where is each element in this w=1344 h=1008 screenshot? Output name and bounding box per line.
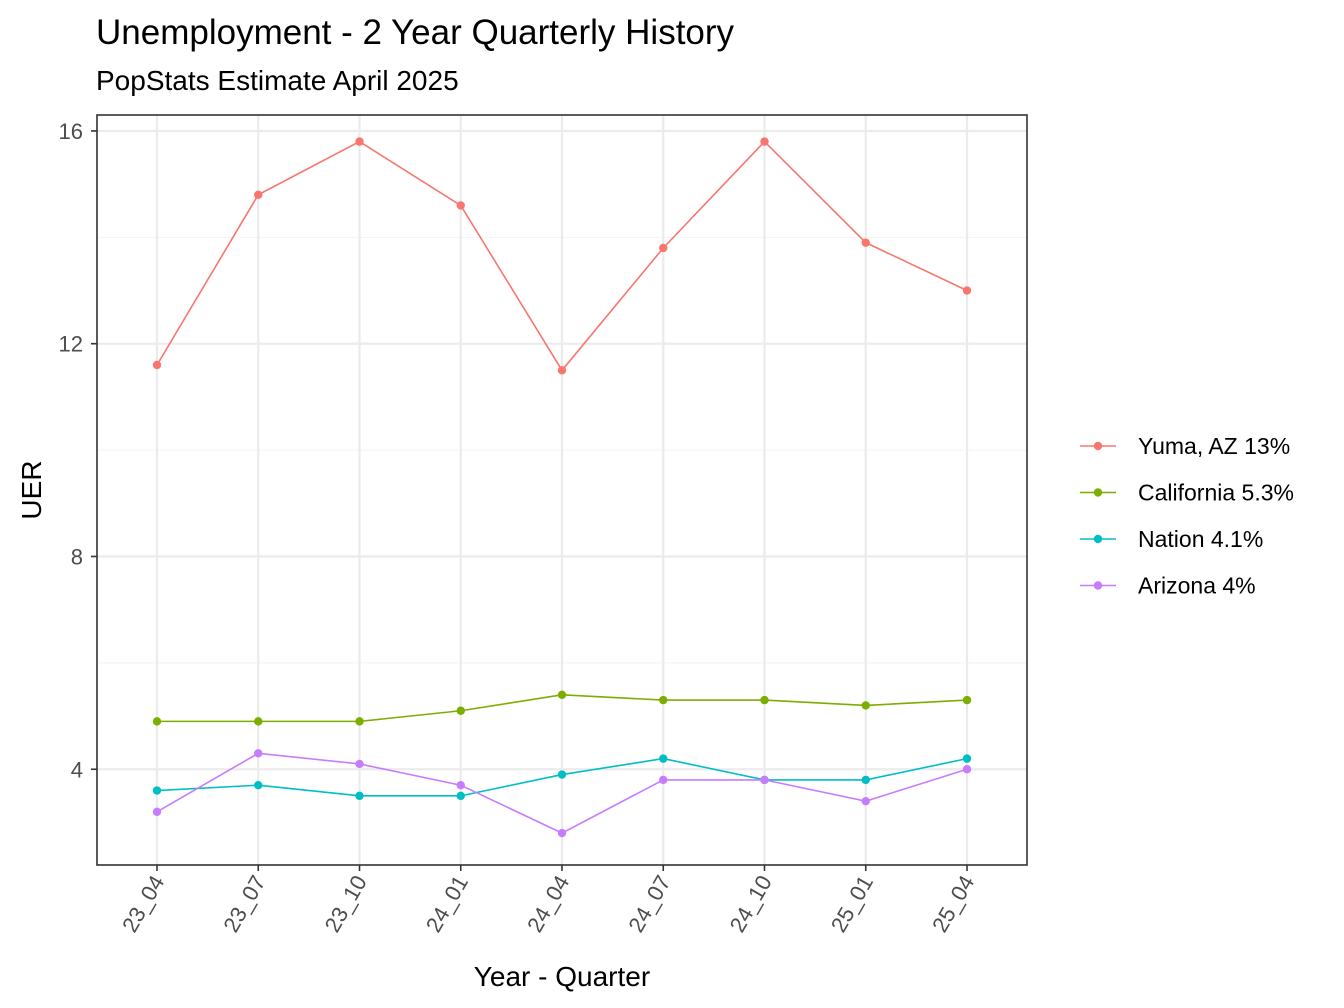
data-point bbox=[962, 754, 972, 763]
data-point bbox=[760, 695, 769, 705]
y-tick-label: 16 bbox=[59, 119, 83, 144]
legend-key-point bbox=[1093, 581, 1103, 590]
data-point bbox=[659, 695, 668, 705]
legend-label: Nation 4.1% bbox=[1138, 526, 1263, 552]
x-tick-label: 24_10 bbox=[725, 871, 777, 936]
chart-subtitle: PopStats Estimate April 2025 bbox=[96, 65, 459, 96]
legend-label: Arizona 4% bbox=[1138, 573, 1256, 599]
chart-title: Unemployment - 2 Year Quarterly History bbox=[96, 13, 735, 52]
legend-label: California 5.3% bbox=[1138, 480, 1294, 506]
data-point bbox=[760, 137, 769, 146]
x-tick-label: 25_04 bbox=[927, 871, 979, 936]
x-axis-title: Year - Quarter bbox=[474, 961, 650, 992]
data-point bbox=[456, 201, 465, 210]
y-tick-label: 8 bbox=[71, 544, 83, 569]
x-tick-label: 23_10 bbox=[320, 871, 372, 936]
data-point bbox=[456, 781, 465, 790]
data-point bbox=[152, 717, 162, 726]
data-point bbox=[557, 690, 567, 699]
data-point bbox=[557, 770, 567, 779]
y-tick-label: 4 bbox=[71, 757, 83, 782]
y-axis-title: UER bbox=[16, 460, 47, 519]
legend-item: Yuma, AZ 13% bbox=[1080, 433, 1290, 459]
x-tick-label: 24_07 bbox=[623, 871, 675, 936]
y-axis: 4 8 12 16 bbox=[59, 119, 97, 782]
data-point bbox=[659, 775, 668, 785]
data-point bbox=[962, 695, 972, 705]
data-point bbox=[861, 775, 870, 785]
legend-label: Yuma, AZ 13% bbox=[1138, 433, 1290, 459]
legend-key-point bbox=[1093, 534, 1103, 544]
data-point bbox=[152, 786, 162, 795]
data-point bbox=[254, 749, 263, 758]
data-point bbox=[456, 706, 465, 715]
data-point bbox=[254, 717, 263, 726]
data-point bbox=[861, 238, 870, 247]
series-1 bbox=[152, 690, 972, 726]
data-point bbox=[355, 717, 364, 726]
x-tick-label: 23_04 bbox=[117, 871, 169, 936]
legend: Yuma, AZ 13% California 5.3% Nation 4.1% Ar… bbox=[1080, 433, 1294, 599]
x-tick-label: 24_01 bbox=[421, 871, 473, 936]
data-point bbox=[962, 765, 972, 774]
legend-key-point bbox=[1093, 488, 1103, 497]
series-3 bbox=[152, 749, 972, 838]
data-point bbox=[152, 360, 162, 370]
series-layer bbox=[152, 137, 972, 838]
series-0 bbox=[152, 137, 972, 375]
data-point bbox=[861, 796, 870, 806]
grid-major bbox=[97, 115, 1027, 865]
y-tick-label: 12 bbox=[59, 332, 83, 357]
data-point bbox=[355, 791, 364, 801]
data-point bbox=[254, 781, 263, 790]
x-tick-label: 25_01 bbox=[826, 871, 878, 936]
data-point bbox=[557, 828, 567, 838]
data-point bbox=[962, 286, 972, 295]
data-point bbox=[456, 791, 465, 801]
legend-item: California 5.3% bbox=[1080, 480, 1294, 506]
data-point bbox=[659, 754, 668, 763]
data-point bbox=[355, 759, 364, 769]
data-point bbox=[355, 137, 364, 146]
data-point bbox=[254, 190, 263, 199]
data-point bbox=[557, 366, 567, 375]
data-point bbox=[659, 243, 668, 253]
plot-panel bbox=[96, 114, 1028, 866]
x-axis: 23_04 23_07 23_10 24_01 24_04 24_07 24_10 25_01… bbox=[117, 865, 979, 936]
x-tick-label: 23_07 bbox=[218, 871, 270, 936]
legend-key-point bbox=[1093, 441, 1103, 451]
data-point bbox=[152, 807, 162, 817]
legend-item: Nation 4.1% bbox=[1080, 526, 1263, 552]
x-tick-label: 24_04 bbox=[522, 871, 574, 936]
legend-item: Arizona 4% bbox=[1080, 573, 1256, 599]
data-point bbox=[861, 701, 870, 710]
data-point bbox=[760, 775, 769, 785]
